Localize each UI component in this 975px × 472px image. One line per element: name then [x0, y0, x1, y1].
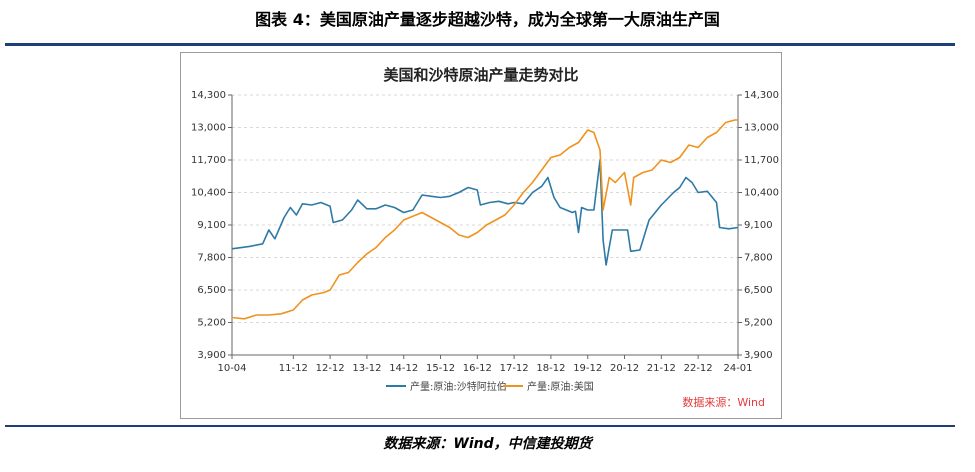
y-left-tick-label: 10,400 [191, 188, 226, 199]
grid-layer [232, 94, 738, 323]
y-left-tick-label: 11,700 [191, 155, 226, 166]
y-right-tick-label: 5,200 [744, 318, 773, 329]
x-tick-label: 15-12 [426, 363, 455, 374]
figure-caption: 图表 4：美国原油产量逐步超越沙特，成为全球第一大原油生产国 [255, 10, 720, 29]
x-tick-label: 24-01 [723, 363, 752, 374]
y-right-tick-label: 10,400 [744, 188, 779, 199]
y-left-tick-label: 14,300 [191, 90, 226, 101]
chart-title: 美国和沙特原油产量走势对比 [383, 66, 578, 84]
y-right-tick-label: 11,700 [744, 155, 779, 166]
x-tick-label: 22-12 [684, 363, 713, 374]
bottom-divider [5, 425, 955, 427]
legend-label-us: 产量:原油:美国 [527, 380, 594, 393]
y-left-tick-label: 13,000 [191, 123, 226, 134]
x-tick-label: 10-04 [217, 363, 246, 374]
x-tick-label: 16-12 [463, 363, 492, 374]
x-tick-label: 14-12 [389, 363, 418, 374]
y-right-tick-label: 3,900 [744, 350, 773, 361]
y-left-tick-label: 5,200 [197, 318, 226, 329]
y-right-tick-label: 7,800 [744, 253, 773, 264]
x-tick-label: 19-12 [573, 363, 602, 374]
chart-source-note: 数据来源：Wind [682, 395, 765, 409]
x-tick-label: 21-12 [647, 363, 676, 374]
legend: 产量:原油:沙特阿拉伯 产量:原油:美国 [386, 380, 594, 393]
y-right-tick-label: 14,300 [744, 90, 779, 101]
y-right-tick-label: 6,500 [744, 285, 773, 296]
series-layer [231, 119, 739, 320]
legend-label-saudi: 产量:原油:沙特阿拉伯 [410, 380, 507, 393]
y-right-tick-label: 13,000 [744, 123, 779, 134]
x-tick-label: 13-12 [352, 363, 381, 374]
x-tick-label: 12-12 [316, 363, 345, 374]
series-line-saudi [231, 159, 739, 266]
y-left-tick-label: 7,800 [197, 253, 226, 264]
y-left-tick-label: 6,500 [197, 285, 226, 296]
series-line-us [231, 119, 738, 320]
x-tick-label: 11-12 [279, 363, 308, 374]
y-right-tick-label: 9,100 [744, 220, 773, 231]
x-tick-label: 17-12 [500, 363, 529, 374]
top-divider [5, 43, 955, 46]
axis-layer: 3,900 5,200 6,500 7,800 9,100 10,400 11,700 13,… [191, 90, 779, 374]
chart-panel: 美国和沙特原油产量走势对比 3,900 5,200 6,500 7,800 9,100 1… [180, 52, 782, 419]
x-tick-label: 18-12 [536, 363, 565, 374]
chart-svg: 美国和沙特原油产量走势对比 3,900 5,200 6,500 7,800 9,100 1… [191, 66, 779, 409]
source-caption: 数据来源：Wind，中信建投期货 [383, 436, 592, 452]
y-left-tick-label: 9,100 [197, 220, 226, 231]
x-tick-label: 20-12 [610, 363, 639, 374]
y-left-tick-label: 3,900 [197, 350, 226, 361]
